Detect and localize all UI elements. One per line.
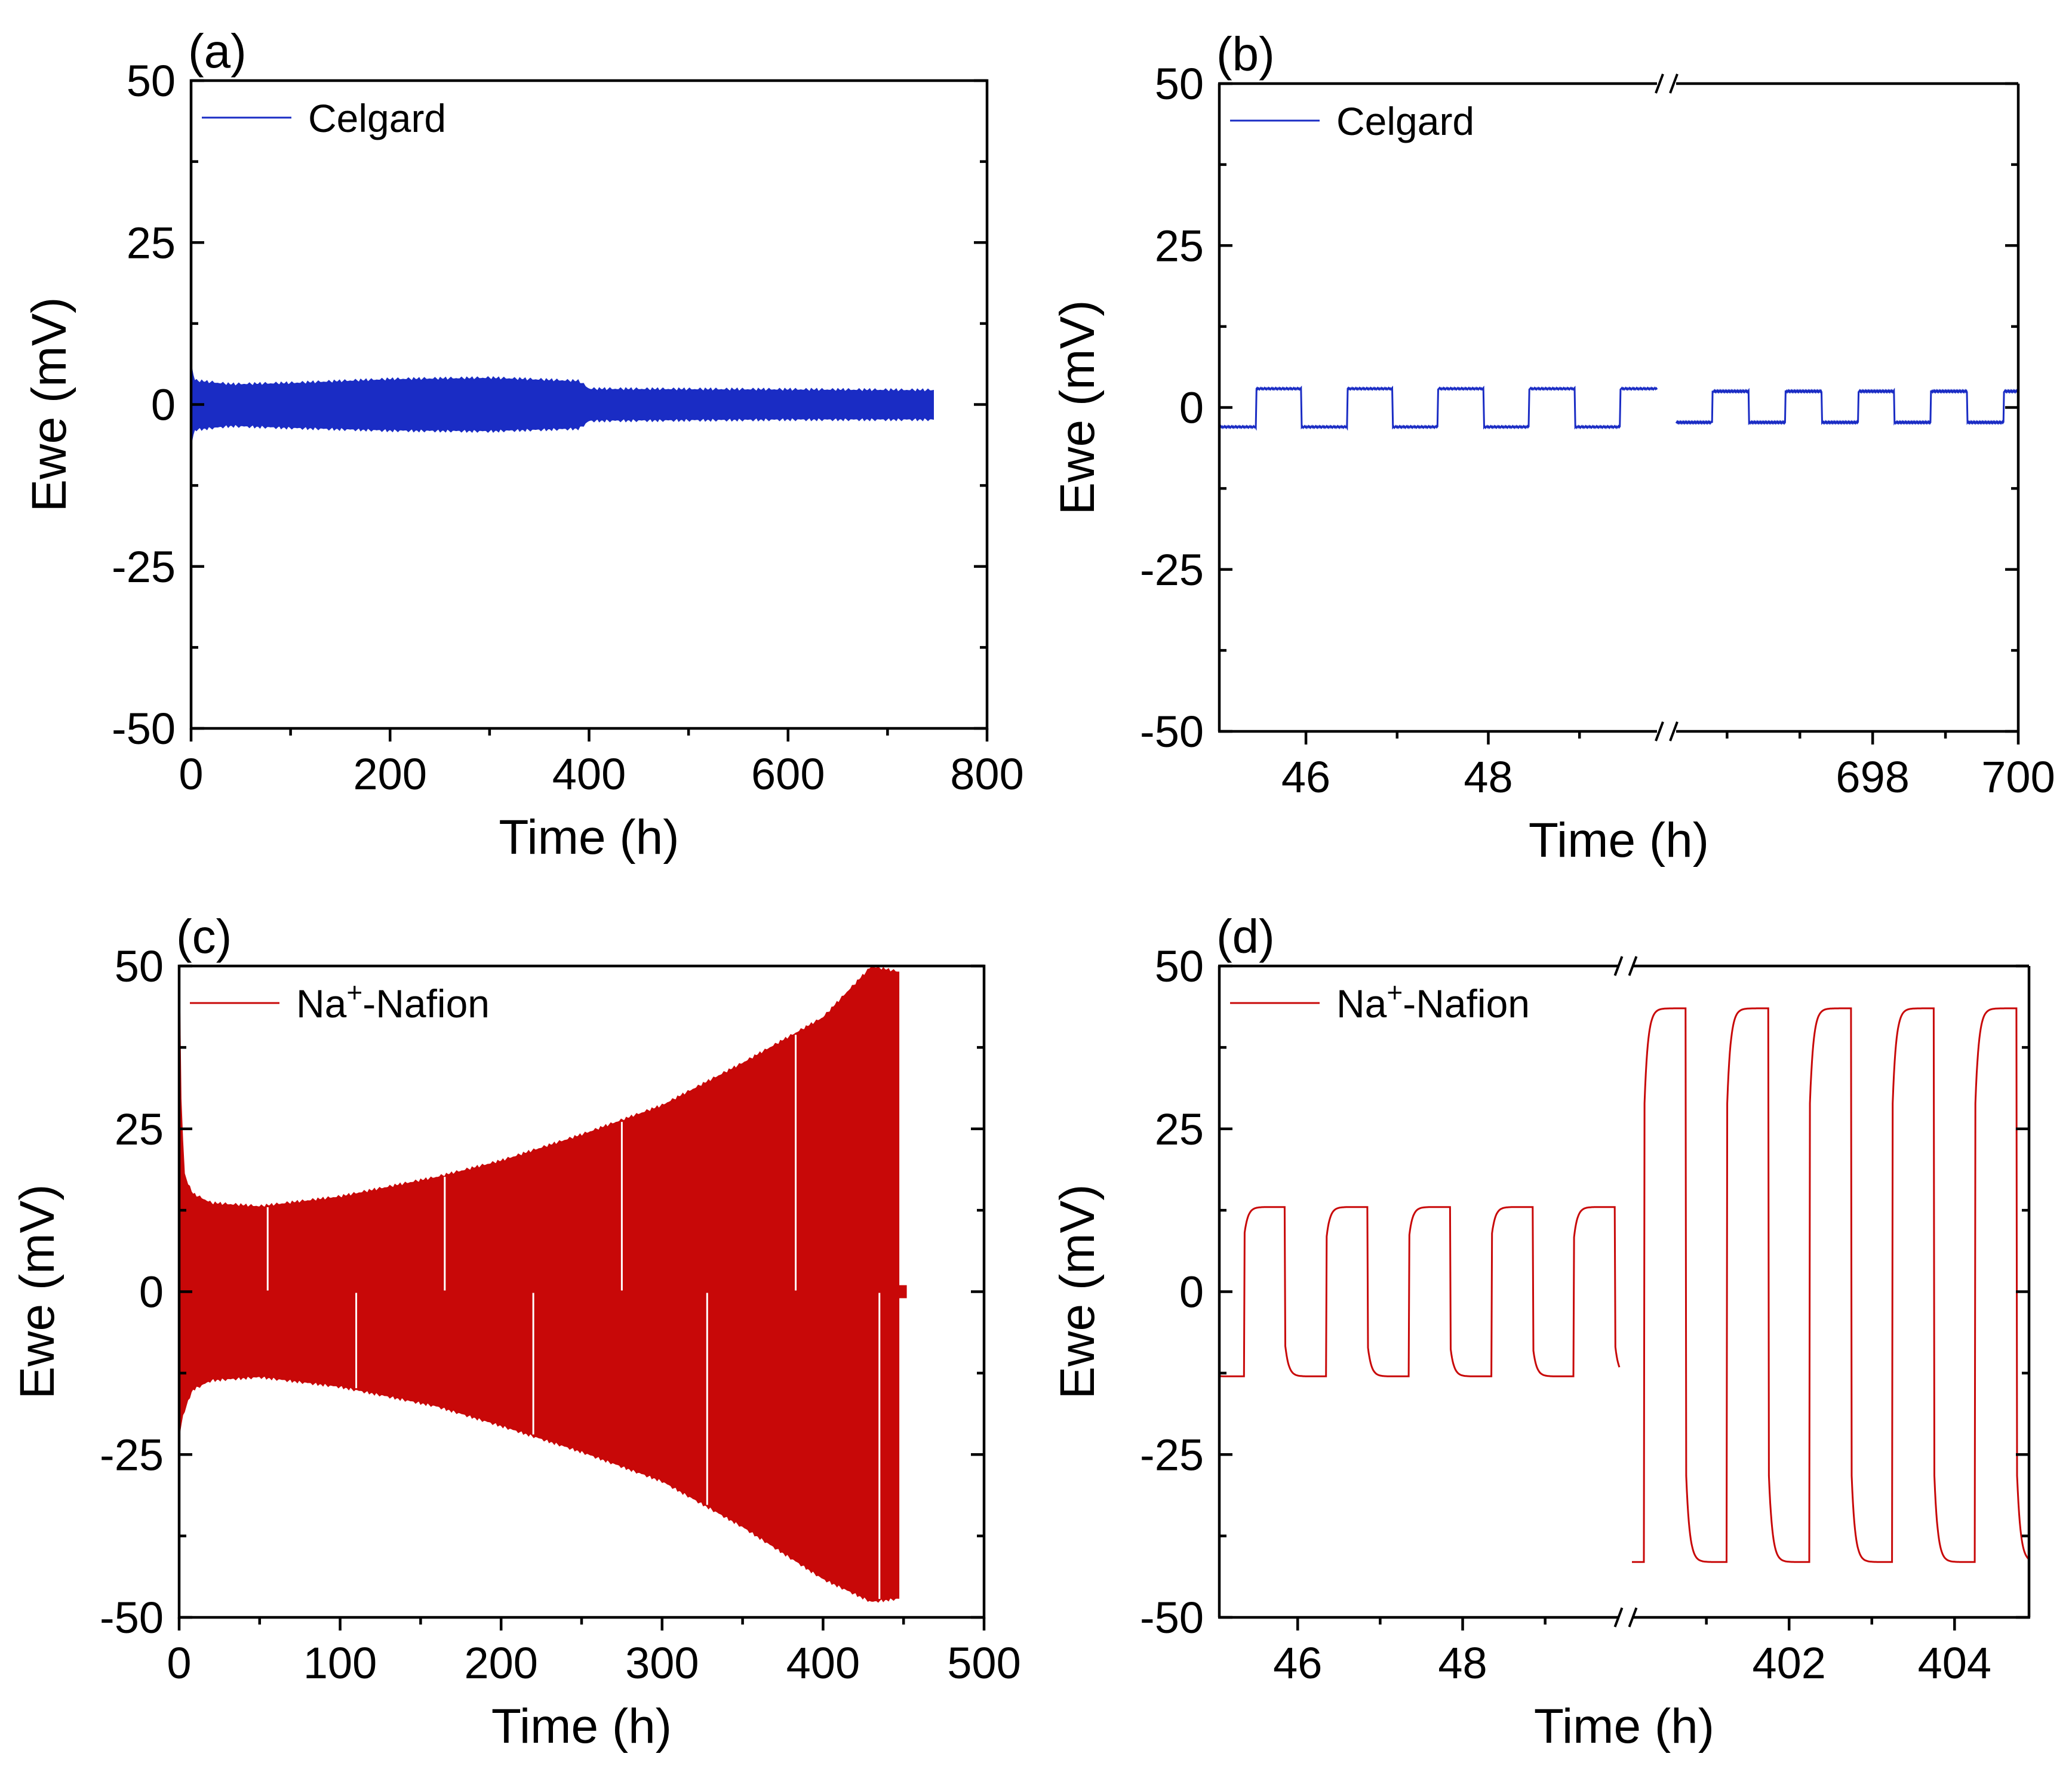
legend-label: Na+-Nafion <box>1336 977 1530 1026</box>
x-tick-label: 698 <box>1836 752 1909 802</box>
y-tick-label: -25 <box>100 1430 164 1479</box>
x-tick-label: 500 <box>947 1638 1020 1688</box>
x-tick-label: 200 <box>464 1638 537 1688</box>
series-tail <box>899 1285 907 1299</box>
x-tick-label: 400 <box>552 749 626 799</box>
x-tick-label: 400 <box>786 1638 860 1688</box>
legend-suffix: -Nafion <box>1403 982 1530 1026</box>
y-tick-label: 0 <box>151 380 176 430</box>
axis-break-mark <box>1628 1607 1638 1628</box>
x-tick-label: 48 <box>1438 1638 1487 1688</box>
x-tick-label: 46 <box>1273 1638 1322 1688</box>
y-tick-label: 0 <box>1179 1268 1204 1317</box>
legend-label: Celgard <box>1336 99 1474 143</box>
series-Na+-Nafion-segment-0 <box>1219 1206 1621 1377</box>
y-tick-label: 25 <box>115 1105 164 1154</box>
y-tick-label: -50 <box>1140 707 1204 756</box>
series-Celgard-segment-0 <box>1219 385 1658 431</box>
x-tick-label: 300 <box>625 1638 699 1688</box>
plot-area <box>179 966 907 1603</box>
x-tick-label: 200 <box>353 749 427 799</box>
y-tick-label: -50 <box>100 1593 164 1642</box>
x-tick-label: 404 <box>1918 1638 1991 1688</box>
series-Na+-Nafion-segment-1 <box>1632 1007 2029 1563</box>
x-axis-label: Time (h) <box>499 810 679 865</box>
plot-area <box>191 365 934 444</box>
panel-d: 50 25 0 -25 -50 46 48 402 404 Time (h) Ewe (mV) (d)… <box>1050 910 2031 1753</box>
axis-break-mark <box>1655 721 1664 742</box>
x-axis-label: Time (h) <box>1534 1699 1714 1753</box>
y-tick-label: 50 <box>1155 59 1204 109</box>
y-axis-label: Ewe (mV) <box>10 1185 64 1399</box>
axis-break-mark <box>1613 1607 1624 1628</box>
panel-label: (c) <box>176 910 232 963</box>
y-tick-label: -25 <box>1140 1430 1204 1479</box>
y-tick-label: 25 <box>1155 221 1204 270</box>
x-tick-label: 700 <box>1981 752 2055 802</box>
x-axis-label: Time (h) <box>491 1699 672 1753</box>
x-tick-label: 402 <box>1752 1638 1825 1688</box>
series-Celgard-segment-1 <box>1675 387 2018 426</box>
panel-label: (a) <box>188 24 247 78</box>
panel-b: 50 25 0 -25 -50 46 48 698 700 Time (h) Ewe (mV) (b)… <box>1050 27 2055 867</box>
y-tick-label: 0 <box>1179 383 1204 433</box>
x-tick-label: 46 <box>1281 752 1330 802</box>
legend-superscript: + <box>346 977 362 1008</box>
plot-area <box>1219 1007 2029 1563</box>
y-tick-label: 50 <box>127 56 176 106</box>
y-tick-label: 25 <box>127 218 176 267</box>
x-axis-label: Time (h) <box>1529 813 1709 867</box>
y-axis-label: Ewe (mV) <box>22 297 76 512</box>
panel-label: (b) <box>1216 27 1275 81</box>
legend-label: Na+-Nafion <box>296 977 490 1026</box>
x-tick-label: 100 <box>303 1638 377 1688</box>
y-tick-label: 0 <box>139 1268 164 1317</box>
legend-superscript: + <box>1387 977 1403 1008</box>
axis-break-mark <box>1669 721 1678 742</box>
x-tick-label: 800 <box>950 749 1023 799</box>
x-tick-label: 0 <box>179 749 203 799</box>
y-tick-label: 50 <box>1155 942 1204 991</box>
x-tick-label: 600 <box>751 749 825 799</box>
legend-suffix: -Nafion <box>362 982 490 1026</box>
y-tick-label: -25 <box>1140 545 1204 595</box>
axis-break-mark <box>1628 956 1638 976</box>
axis-break-mark <box>1655 73 1664 94</box>
axis-break-mark <box>1669 73 1678 94</box>
y-axis-label: Ewe (mV) <box>1050 300 1105 515</box>
x-tick-label: 0 <box>167 1638 191 1688</box>
plot-area <box>1219 385 2018 431</box>
y-axis-label: Ewe (mV) <box>1050 1185 1105 1399</box>
y-tick-label: 50 <box>115 942 164 991</box>
axis-break-mark <box>1613 956 1624 976</box>
y-tick-label: -25 <box>112 542 176 592</box>
y-tick-label: -50 <box>112 704 176 753</box>
legend-label: Celgard <box>308 96 446 140</box>
x-tick-label: 48 <box>1464 752 1513 802</box>
panel-label: (d) <box>1216 910 1275 963</box>
y-tick-label: 25 <box>1155 1105 1204 1154</box>
y-tick-label: -50 <box>1140 1593 1204 1642</box>
